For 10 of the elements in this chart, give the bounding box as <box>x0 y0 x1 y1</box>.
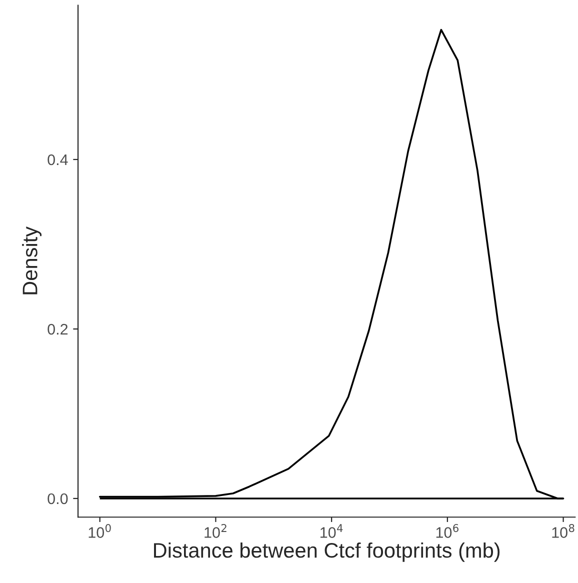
y-tick-label: 0.0 <box>48 493 68 504</box>
x-axis-title: Distance between Ctcf footprints (mb) <box>154 542 500 562</box>
y-axis-title: Density <box>22 226 42 294</box>
x-tick-label: 10$^{2}$ <box>204 524 226 538</box>
x-tick-label: 10$^{4}$ <box>320 524 343 538</box>
y-tick-label: 0.2 <box>48 324 68 335</box>
x-tick-label: 10$^{6}$ <box>436 524 458 538</box>
x-tick-label: 10$^{8}$ <box>552 524 574 538</box>
y-tick-label: 0.4 <box>48 154 68 166</box>
x-tick-label: 10$^{0}$ <box>88 524 111 538</box>
